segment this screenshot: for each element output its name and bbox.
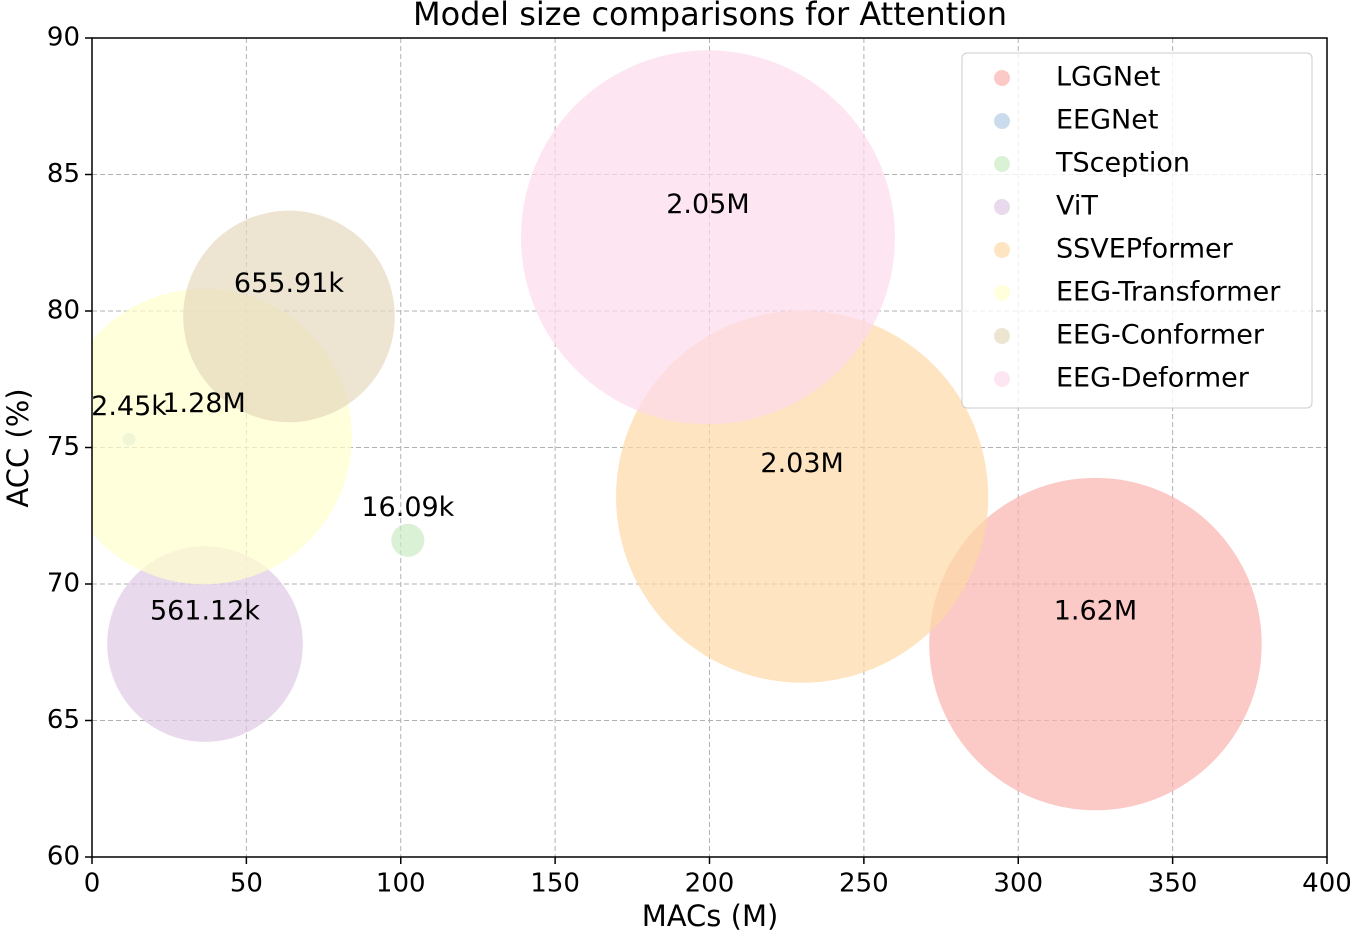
x-tick-label: 150 xyxy=(530,869,580,899)
bubble xyxy=(183,210,395,423)
data-label: 2.03M xyxy=(760,448,843,479)
legend-marker xyxy=(994,156,1010,172)
data-label: 16.09k xyxy=(361,492,454,523)
axes: 0 50 100 150 200 250 300 350 400 60 65 70 75 80 85 90 xyxy=(47,23,1352,899)
bubble xyxy=(107,546,303,742)
legend-label: EEG-Conformer xyxy=(1056,320,1265,351)
x-tick-label: 300 xyxy=(993,869,1043,899)
legend-marker xyxy=(994,242,1010,258)
bubble xyxy=(929,477,1262,811)
legend-label: EEG-Deformer xyxy=(1056,363,1250,394)
y-tick-label: 90 xyxy=(47,23,80,53)
data-label: 655.91k xyxy=(234,268,344,299)
data-label: 561.12k xyxy=(150,596,260,627)
y-tick-label: 60 xyxy=(47,842,80,872)
legend-marker xyxy=(994,328,1010,344)
legend-label: ViT xyxy=(1056,191,1098,222)
x-tick-label: 250 xyxy=(839,869,889,899)
bubble xyxy=(520,50,895,425)
x-axis-label: MACs (M) xyxy=(642,899,779,933)
x-tick-label: 0 xyxy=(84,869,101,899)
bubbles xyxy=(92,50,1262,811)
y-tick-label: 80 xyxy=(47,296,80,326)
bubble xyxy=(391,523,425,557)
legend-marker xyxy=(994,199,1010,215)
legend-label: LGGNet xyxy=(1056,62,1160,93)
legend-marker xyxy=(994,285,1010,301)
data-label: 2.05M xyxy=(666,189,749,220)
y-tick-label: 85 xyxy=(47,159,80,189)
x-tick-label: 100 xyxy=(376,869,426,899)
data-label: 1.62M xyxy=(1054,596,1137,627)
x-tick-label: 400 xyxy=(1302,869,1352,899)
chart-title: Model size comparisons for Attention xyxy=(413,0,1007,33)
y-tick-label: 75 xyxy=(47,432,80,462)
x-tick-label: 200 xyxy=(685,869,735,899)
legend-label: TSception xyxy=(1055,148,1190,179)
legend-box xyxy=(961,52,1313,409)
x-tick-label: 50 xyxy=(230,869,263,899)
data-label: 1.28M xyxy=(162,388,245,419)
data-label: 2.45k xyxy=(91,391,167,422)
legend-label: EEGNet xyxy=(1056,105,1158,136)
y-tick-label: 65 xyxy=(47,705,80,735)
legend-label: EEG-Transformer xyxy=(1056,277,1281,308)
legend-marker xyxy=(994,371,1010,387)
y-tick-label: 70 xyxy=(47,569,80,599)
legend-marker xyxy=(994,70,1010,86)
legend: LGGNet EEGNet TSception ViT SSVEPformer EEG-T… xyxy=(961,52,1313,409)
legend-marker xyxy=(994,113,1010,129)
y-axis-label: ACC (%) xyxy=(1,388,35,507)
legend-label: SSVEPformer xyxy=(1056,234,1234,265)
x-tick-label: 350 xyxy=(1148,869,1198,899)
data-labels: 1.62M 2.45k 16.09k 561.12k 2.03M 1.28M 655.91k… xyxy=(91,189,1137,627)
